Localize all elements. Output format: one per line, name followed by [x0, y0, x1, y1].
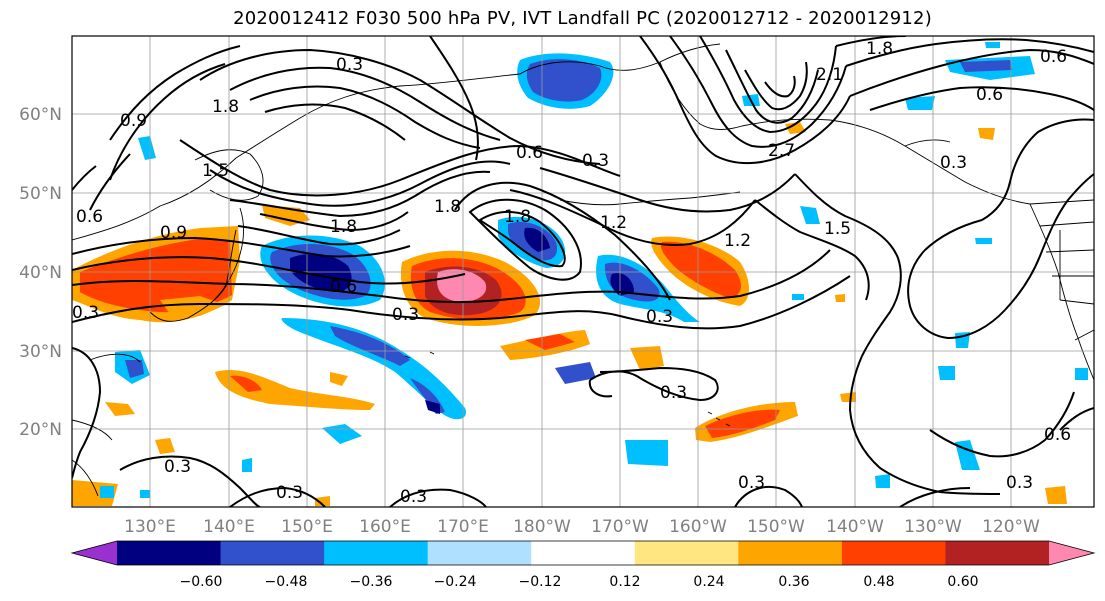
lon-label: 150°E [281, 517, 333, 537]
colorbar-swatch [738, 541, 843, 565]
colorbar-tick-label: 0.60 [947, 574, 978, 590]
colorbar-tick-label: −0.36 [350, 574, 393, 590]
colorbar-extend-max [1049, 541, 1094, 565]
contour-label: 0.9 [160, 223, 187, 243]
contour-label: 0.6 [1040, 47, 1067, 67]
map-title: 2020012412 F030 500 hPa PV, IVT Landfall… [233, 8, 932, 29]
contour-label: 0.3 [392, 305, 419, 325]
lon-label: 160°W [669, 517, 727, 537]
colorbar-swatch [220, 541, 325, 565]
contour-label: 0.3 [72, 303, 99, 323]
map-panel: 0.3 0.9 1.8 1.5 0.6 1.8 0.9 0.3 0.6 1.8 … [72, 36, 1094, 507]
map-frame [71, 35, 1095, 508]
contour-label: 0.3 [738, 473, 765, 493]
contour-label: 0.6 [76, 207, 103, 227]
lon-label: 130°W [904, 517, 962, 537]
longitude-labels: 130°E 140°E 150°E 160°E 170°E 180°W 170°… [124, 517, 1040, 537]
colorbar-swatch [427, 541, 532, 565]
colorbar-tick-label: −0.48 [265, 574, 308, 590]
latitude-labels: 60°N 50°N 40°N 30°N 20°N [19, 105, 62, 440]
colorbar-swatch [945, 541, 1050, 565]
contour-label: 0.6 [330, 277, 357, 297]
contour-label: 0.3 [1006, 473, 1033, 493]
contour-label: 1.8 [866, 39, 893, 59]
gridlines [72, 36, 1094, 507]
contour-label: 0.6 [516, 143, 543, 163]
colorbar-tick-labels: −0.60 −0.48 −0.36 −0.24 −0.12 0.12 0.24 … [180, 574, 979, 590]
colorbar-tick-label: 0.48 [863, 574, 894, 590]
colorbar-tick-label: 0.24 [693, 574, 724, 590]
contour-label: 0.9 [120, 111, 147, 131]
contour-label: 1.8 [504, 207, 531, 227]
contour-label: 0.3 [400, 487, 427, 507]
lon-label: 130°E [124, 517, 176, 537]
contour-label: 1.5 [824, 219, 851, 239]
contour-label: 1.8 [330, 217, 357, 237]
colorbar-tick-label: −0.24 [434, 574, 477, 590]
contour-label: 0.3 [276, 483, 303, 503]
contour-label: 1.8 [212, 97, 239, 117]
colorbar: −0.60 −0.48 −0.36 −0.24 −0.12 0.12 0.24 … [70, 540, 1096, 590]
lon-label: 140°E [203, 517, 255, 537]
colorbar-swatch [841, 541, 946, 565]
contour-label: 0.3 [940, 153, 967, 173]
colorbar-extend-min [72, 541, 117, 565]
colorbar-tick-label: −0.60 [180, 574, 223, 590]
colorbar-swatch [634, 541, 739, 565]
contour-label: 1.2 [600, 213, 627, 233]
lon-label: 140°W [826, 517, 884, 537]
colorbar-swatch [324, 541, 429, 565]
lon-label: 120°W [982, 517, 1040, 537]
colorbar-swatches [72, 541, 1094, 565]
contour-label: 1.5 [202, 161, 229, 181]
contour-label: 0.3 [336, 55, 363, 75]
contour-label: 0.6 [976, 85, 1003, 105]
lon-label: 150°W [747, 517, 805, 537]
lon-label: 160°E [359, 517, 411, 537]
contour-label: 0.3 [164, 457, 191, 477]
contour-label: 2.7 [768, 141, 795, 161]
contour-label: 0.3 [660, 383, 687, 403]
colorbar-swatch [531, 541, 636, 565]
lon-label: 180°W [513, 517, 571, 537]
contour-label: 2.1 [816, 65, 843, 85]
lat-label: 50°N [19, 184, 62, 204]
pv-contours [72, 36, 1094, 507]
lon-label: 170°E [437, 517, 489, 537]
contour-labels: 0.3 0.9 1.8 1.5 0.6 1.8 0.9 0.3 0.6 1.8 … [72, 39, 1071, 507]
lat-label: 30°N [19, 342, 62, 362]
coastlines [72, 43, 1094, 497]
contour-label: 0.3 [646, 307, 673, 327]
contour-label: 0.6 [1044, 425, 1071, 445]
contour-label: 0.3 [582, 151, 609, 171]
contour-label: 1.8 [434, 197, 461, 217]
colorbar-outline [70, 540, 1096, 566]
colorbar-tick-label: 0.36 [778, 574, 809, 590]
lat-label: 60°N [19, 105, 62, 125]
lon-label: 170°W [591, 517, 649, 537]
contour-label: 1.2 [724, 231, 751, 251]
colorbar-tick-label: 0.12 [609, 574, 640, 590]
colorbar-tick-label: −0.12 [519, 574, 562, 590]
colorbar-swatch [117, 541, 222, 565]
lat-label: 40°N [19, 263, 62, 283]
lat-label: 20°N [19, 420, 62, 440]
positive-anomaly-fills [72, 122, 1067, 506]
